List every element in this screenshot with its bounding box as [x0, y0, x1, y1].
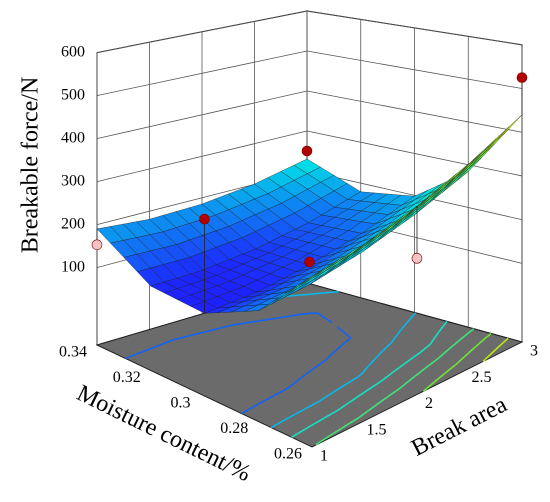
x-tick-label: 0.34	[59, 344, 87, 361]
z-tick-label: 600	[61, 43, 85, 60]
x-tick-label: 0.26	[274, 446, 302, 463]
y-tick-label: 2.5	[472, 369, 492, 386]
points	[91, 72, 528, 314]
z-tick-label: 100	[61, 258, 85, 275]
z-tick-label: 300	[61, 172, 85, 189]
contour-line	[291, 320, 448, 438]
x-tick-label: 0.32	[113, 369, 141, 386]
design-point	[411, 253, 423, 264]
contour-line	[422, 332, 492, 392]
surface-cell	[298, 267, 326, 285]
contour-line	[125, 312, 352, 415]
contour-line	[315, 328, 475, 446]
z-tick-label: 200	[61, 215, 85, 232]
design-point	[304, 256, 315, 268]
x-tick-label: 0.3	[171, 395, 191, 412]
surface	[96, 114, 523, 314]
z-tick-label: 400	[61, 129, 85, 146]
design-point	[199, 213, 210, 225]
contour-line	[482, 337, 509, 363]
y-tick-label: 2	[425, 395, 433, 412]
design-point	[91, 239, 103, 251]
y-tick-label: 1	[320, 448, 328, 465]
y-tick-label: 3	[530, 343, 538, 360]
design-point	[516, 72, 528, 83]
x-tick-label: 0.28	[220, 420, 248, 437]
z-axis-title: Breakable force/N	[18, 77, 44, 254]
z-tick-label: 500	[61, 86, 85, 103]
y-axis-title: Break area	[407, 391, 511, 461]
y-tick-label: 1.5	[367, 421, 387, 438]
floor	[95, 282, 524, 448]
design-point	[301, 145, 313, 157]
